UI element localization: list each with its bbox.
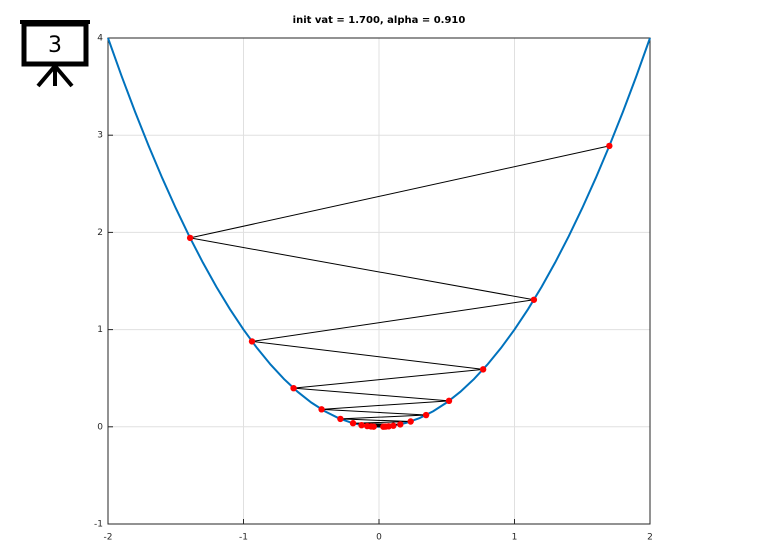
y-tick-label: 3 bbox=[97, 131, 103, 141]
y-tick-label: -1 bbox=[94, 520, 103, 530]
point bbox=[186, 234, 194, 242]
plot-frame bbox=[107, 37, 651, 525]
point bbox=[479, 366, 487, 373]
point bbox=[390, 422, 397, 429]
x-tick-label: -1 bbox=[239, 533, 248, 543]
badge-leg bbox=[53, 64, 74, 88]
point bbox=[606, 142, 613, 150]
chart-title: init vat = 1.700, alpha = 0.910 bbox=[293, 15, 466, 26]
point bbox=[422, 411, 430, 419]
point bbox=[290, 384, 297, 392]
x-tick-label: 2 bbox=[647, 533, 653, 543]
point bbox=[407, 418, 414, 425]
point bbox=[248, 338, 256, 345]
point bbox=[380, 423, 387, 430]
point bbox=[397, 421, 404, 428]
y-tick-label: 2 bbox=[97, 228, 103, 238]
x-tick-label: -2 bbox=[104, 533, 113, 543]
x-tick-label: 1 bbox=[512, 533, 518, 543]
badge-leg bbox=[36, 64, 57, 88]
point bbox=[530, 296, 538, 303]
y-tick-label: 0 bbox=[97, 422, 103, 432]
point bbox=[337, 415, 344, 423]
x-tick-label: 0 bbox=[376, 533, 382, 543]
point bbox=[370, 423, 377, 430]
point bbox=[445, 397, 453, 405]
point bbox=[358, 421, 365, 429]
badge-number: 3 bbox=[48, 33, 62, 58]
series-line bbox=[190, 145, 610, 428]
point bbox=[318, 406, 325, 413]
badge-icon: 3 bbox=[20, 20, 90, 88]
point bbox=[349, 420, 357, 427]
y-tick-label: 1 bbox=[97, 325, 103, 335]
y-tick-label: 4 bbox=[97, 34, 103, 44]
